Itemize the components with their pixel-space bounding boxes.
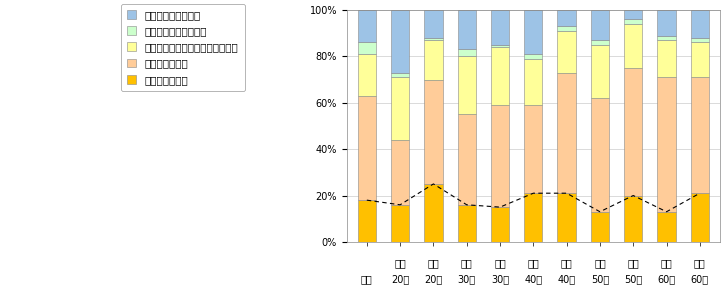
Bar: [691, 193, 709, 242]
Text: 女性: 女性: [428, 258, 439, 268]
Bar: [391, 73, 409, 77]
Bar: [691, 77, 709, 193]
Bar: [591, 212, 609, 242]
Text: 60代: 60代: [691, 274, 709, 284]
Text: 女性: 女性: [694, 258, 706, 268]
Bar: [557, 26, 576, 31]
Bar: [391, 205, 409, 242]
Text: 男性: 男性: [461, 258, 473, 268]
Bar: [691, 38, 709, 42]
Bar: [458, 10, 476, 49]
Bar: [524, 193, 542, 242]
Bar: [458, 49, 476, 56]
Text: 全体: 全体: [361, 274, 373, 284]
Bar: [657, 212, 675, 242]
Bar: [524, 105, 542, 193]
Bar: [524, 10, 542, 54]
Bar: [657, 10, 675, 36]
Bar: [424, 184, 442, 242]
Bar: [358, 54, 376, 96]
Bar: [491, 10, 509, 45]
Bar: [557, 193, 576, 242]
Bar: [424, 38, 442, 40]
Bar: [591, 40, 609, 45]
Legend: 全く利用したくない, あまり利用したくない, どちらともいえない・わからない, まあ利用したい, ぜひ利用したい: 全く利用したくない, あまり利用したくない, どちらともいえない・わからない, …: [121, 4, 245, 91]
Text: 20代: 20代: [424, 274, 442, 284]
Bar: [624, 195, 642, 242]
Text: 30代: 30代: [491, 274, 509, 284]
Bar: [358, 10, 376, 42]
Bar: [424, 10, 442, 38]
Bar: [557, 10, 576, 26]
Bar: [591, 45, 609, 98]
Text: 40代: 40代: [524, 274, 542, 284]
Text: 30代: 30代: [458, 274, 476, 284]
Text: 20代: 20代: [391, 274, 409, 284]
Bar: [391, 10, 409, 73]
Text: 60代: 60代: [657, 274, 675, 284]
Bar: [557, 31, 576, 73]
Bar: [458, 114, 476, 205]
Text: 男性: 男性: [395, 258, 406, 268]
Text: 女性: 女性: [561, 258, 573, 268]
Bar: [491, 47, 509, 105]
Bar: [657, 40, 675, 77]
Bar: [358, 96, 376, 200]
Text: 50代: 50代: [624, 274, 642, 284]
Bar: [491, 105, 509, 207]
Bar: [657, 36, 675, 40]
Bar: [424, 79, 442, 184]
Bar: [391, 140, 409, 205]
Text: 50代: 50代: [591, 274, 609, 284]
Bar: [524, 54, 542, 59]
Bar: [657, 77, 675, 212]
Bar: [424, 40, 442, 79]
Bar: [591, 98, 609, 212]
Bar: [691, 42, 709, 77]
Bar: [691, 10, 709, 38]
Bar: [491, 45, 509, 47]
Bar: [624, 24, 642, 68]
Bar: [624, 68, 642, 195]
Bar: [524, 59, 542, 105]
Bar: [557, 73, 576, 193]
Bar: [358, 200, 376, 242]
Text: 男性: 男性: [661, 258, 673, 268]
Text: 男性: 男性: [594, 258, 606, 268]
Bar: [591, 10, 609, 40]
Text: 40代: 40代: [557, 274, 576, 284]
Bar: [624, 19, 642, 24]
Bar: [358, 42, 376, 54]
Bar: [391, 77, 409, 140]
Bar: [491, 207, 509, 242]
Bar: [458, 56, 476, 114]
Bar: [624, 10, 642, 19]
Text: 女性: 女性: [628, 258, 639, 268]
Text: 男性: 男性: [528, 258, 539, 268]
Text: 女性: 女性: [494, 258, 506, 268]
Bar: [458, 205, 476, 242]
